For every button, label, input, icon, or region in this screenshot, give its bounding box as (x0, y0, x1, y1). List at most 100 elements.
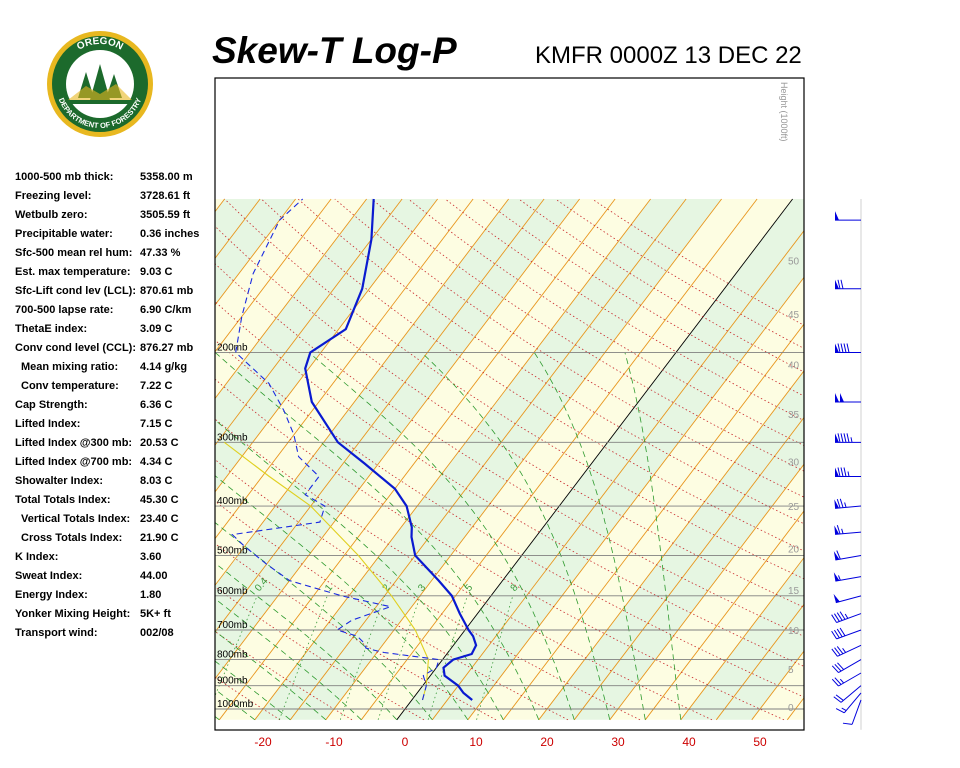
x-tick-label: 40 (682, 735, 696, 749)
moist-adiabat (421, 352, 611, 720)
temperature-band (0, 199, 83, 720)
mixing-ratio-label: 2 (381, 582, 393, 594)
mixing-ratio-label: 1 (323, 582, 335, 594)
wind-barb (835, 692, 862, 714)
x-tick-label: 20 (540, 735, 554, 749)
moist-adiabat (215, 660, 291, 721)
isobar-label: 500mb (217, 545, 248, 556)
stat-row: 1000-500 mb thick: 5358.00 m (15, 168, 215, 187)
isotherm (0, 199, 83, 720)
isotherm (215, 198, 403, 446)
isotherm (573, 416, 804, 721)
stat-value: 6.36 C (140, 399, 173, 411)
height-label: 25 (788, 502, 800, 513)
wind-barb (831, 644, 862, 657)
stat-value: 3.09 C (140, 323, 173, 335)
stat-row: Mean mixing ratio: 4.14 g/kg (15, 358, 215, 377)
stat-row: Cap Strength: 6.36 C (15, 396, 215, 415)
moist-adiabat (215, 630, 327, 721)
stat-label: K Index: (15, 551, 59, 563)
wind-barb-flag (835, 279, 839, 289)
wind-barb-feather (839, 627, 846, 637)
mixing-ratio-line (278, 595, 328, 720)
isobar-label: 600mb (217, 586, 248, 597)
isotherm (254, 198, 651, 721)
stat-label: Cap Strength: (15, 399, 88, 411)
wind-barb-half-feather (842, 648, 846, 653)
isotherm (360, 198, 758, 721)
isotherm (644, 510, 804, 721)
x-tick-label: 0 (402, 735, 409, 749)
stat-row: Yonker Mixing Height: 5K+ ft (15, 605, 215, 624)
wind-barb (835, 467, 861, 477)
stat-label: Transport wind: (15, 627, 98, 639)
wind-barb-feather (831, 648, 838, 657)
mixing-ratio-label: 8 (509, 582, 521, 594)
height-label: 0 (788, 703, 794, 714)
stat-value: 5K+ ft (140, 608, 171, 620)
wind-barb (835, 211, 861, 221)
wind-barb-feather (831, 614, 837, 623)
wind-barb-half-feather (844, 613, 849, 619)
isotherm-zero (396, 198, 793, 721)
isobar-label: 200mb (217, 343, 248, 354)
wind-barb (834, 525, 862, 535)
stat-value: 21.90 C (140, 532, 179, 544)
stat-value: 6.90 C/km (140, 304, 192, 316)
dewpoint-line (231, 198, 440, 701)
height-label: 40 (788, 360, 800, 371)
stat-value: 4.34 C (140, 456, 173, 468)
dry-adiabat (261, 198, 804, 552)
stat-row: Lifted Index: 7.15 C (15, 415, 215, 434)
wind-barb-flag (834, 525, 840, 535)
wind-barb-staff (843, 692, 862, 714)
wind-barb-feather (834, 663, 842, 672)
height-label: 10 (788, 626, 800, 637)
stat-row: Energy Index: 1.80 (15, 586, 215, 605)
isotherm (680, 556, 804, 721)
isotherm (431, 229, 804, 721)
stat-label: Est. max temperature: (15, 266, 131, 278)
stat-label: Wetbulb zero: (15, 209, 88, 221)
x-tick-label: 10 (469, 735, 483, 749)
wind-barb-flag (833, 572, 840, 582)
wind-barb-feather (840, 467, 844, 477)
isotherm (467, 276, 804, 721)
stat-label: Yonker Mixing Height: (15, 608, 131, 620)
wind-barb-feather (831, 665, 839, 673)
wind-barb-feather (837, 433, 841, 443)
wind-barb-flag (835, 467, 839, 477)
stat-label: 1000-500 mb thick: (15, 171, 114, 183)
stat-value: 23.40 C (140, 513, 179, 525)
x-tick-label: 30 (611, 735, 625, 749)
stat-row: Cross Totals Index: 21.90 C (15, 529, 215, 548)
temperature-band (215, 199, 225, 212)
svg-text:OREGON: OREGON (75, 36, 125, 53)
wind-barb-feather (836, 550, 841, 560)
wind-barb-feather (840, 433, 844, 443)
stat-row: Vertical Totals Index: 23.40 C (15, 510, 215, 529)
isotherm (786, 697, 804, 721)
isotherm (325, 198, 722, 721)
isotherm (0, 199, 189, 720)
wind-barb-feather (843, 343, 847, 353)
wind-barb-half-feather (841, 707, 847, 711)
wind-barb-feather (834, 629, 840, 639)
wind-barb-flag (833, 551, 840, 560)
wind-barb (834, 498, 862, 509)
height-label: 30 (788, 457, 800, 468)
wind-barb-feather (836, 525, 841, 535)
chart-title: Skew-T Log-P (212, 30, 457, 71)
isobar-label: 1000mb (217, 699, 254, 710)
height-label: 20 (788, 545, 800, 556)
wind-barb-feather (837, 662, 845, 670)
isobar-label: 300mb (217, 432, 248, 443)
stat-value: 870.61 mb (140, 285, 194, 297)
stat-value: 47.33 % (140, 247, 181, 259)
logo-top-text: OREGON (75, 36, 125, 53)
stat-value: 876.27 mb (140, 342, 194, 354)
stat-value: 3728.61 ft (140, 190, 191, 202)
temperature-band (215, 199, 651, 720)
wind-barb (831, 659, 862, 674)
